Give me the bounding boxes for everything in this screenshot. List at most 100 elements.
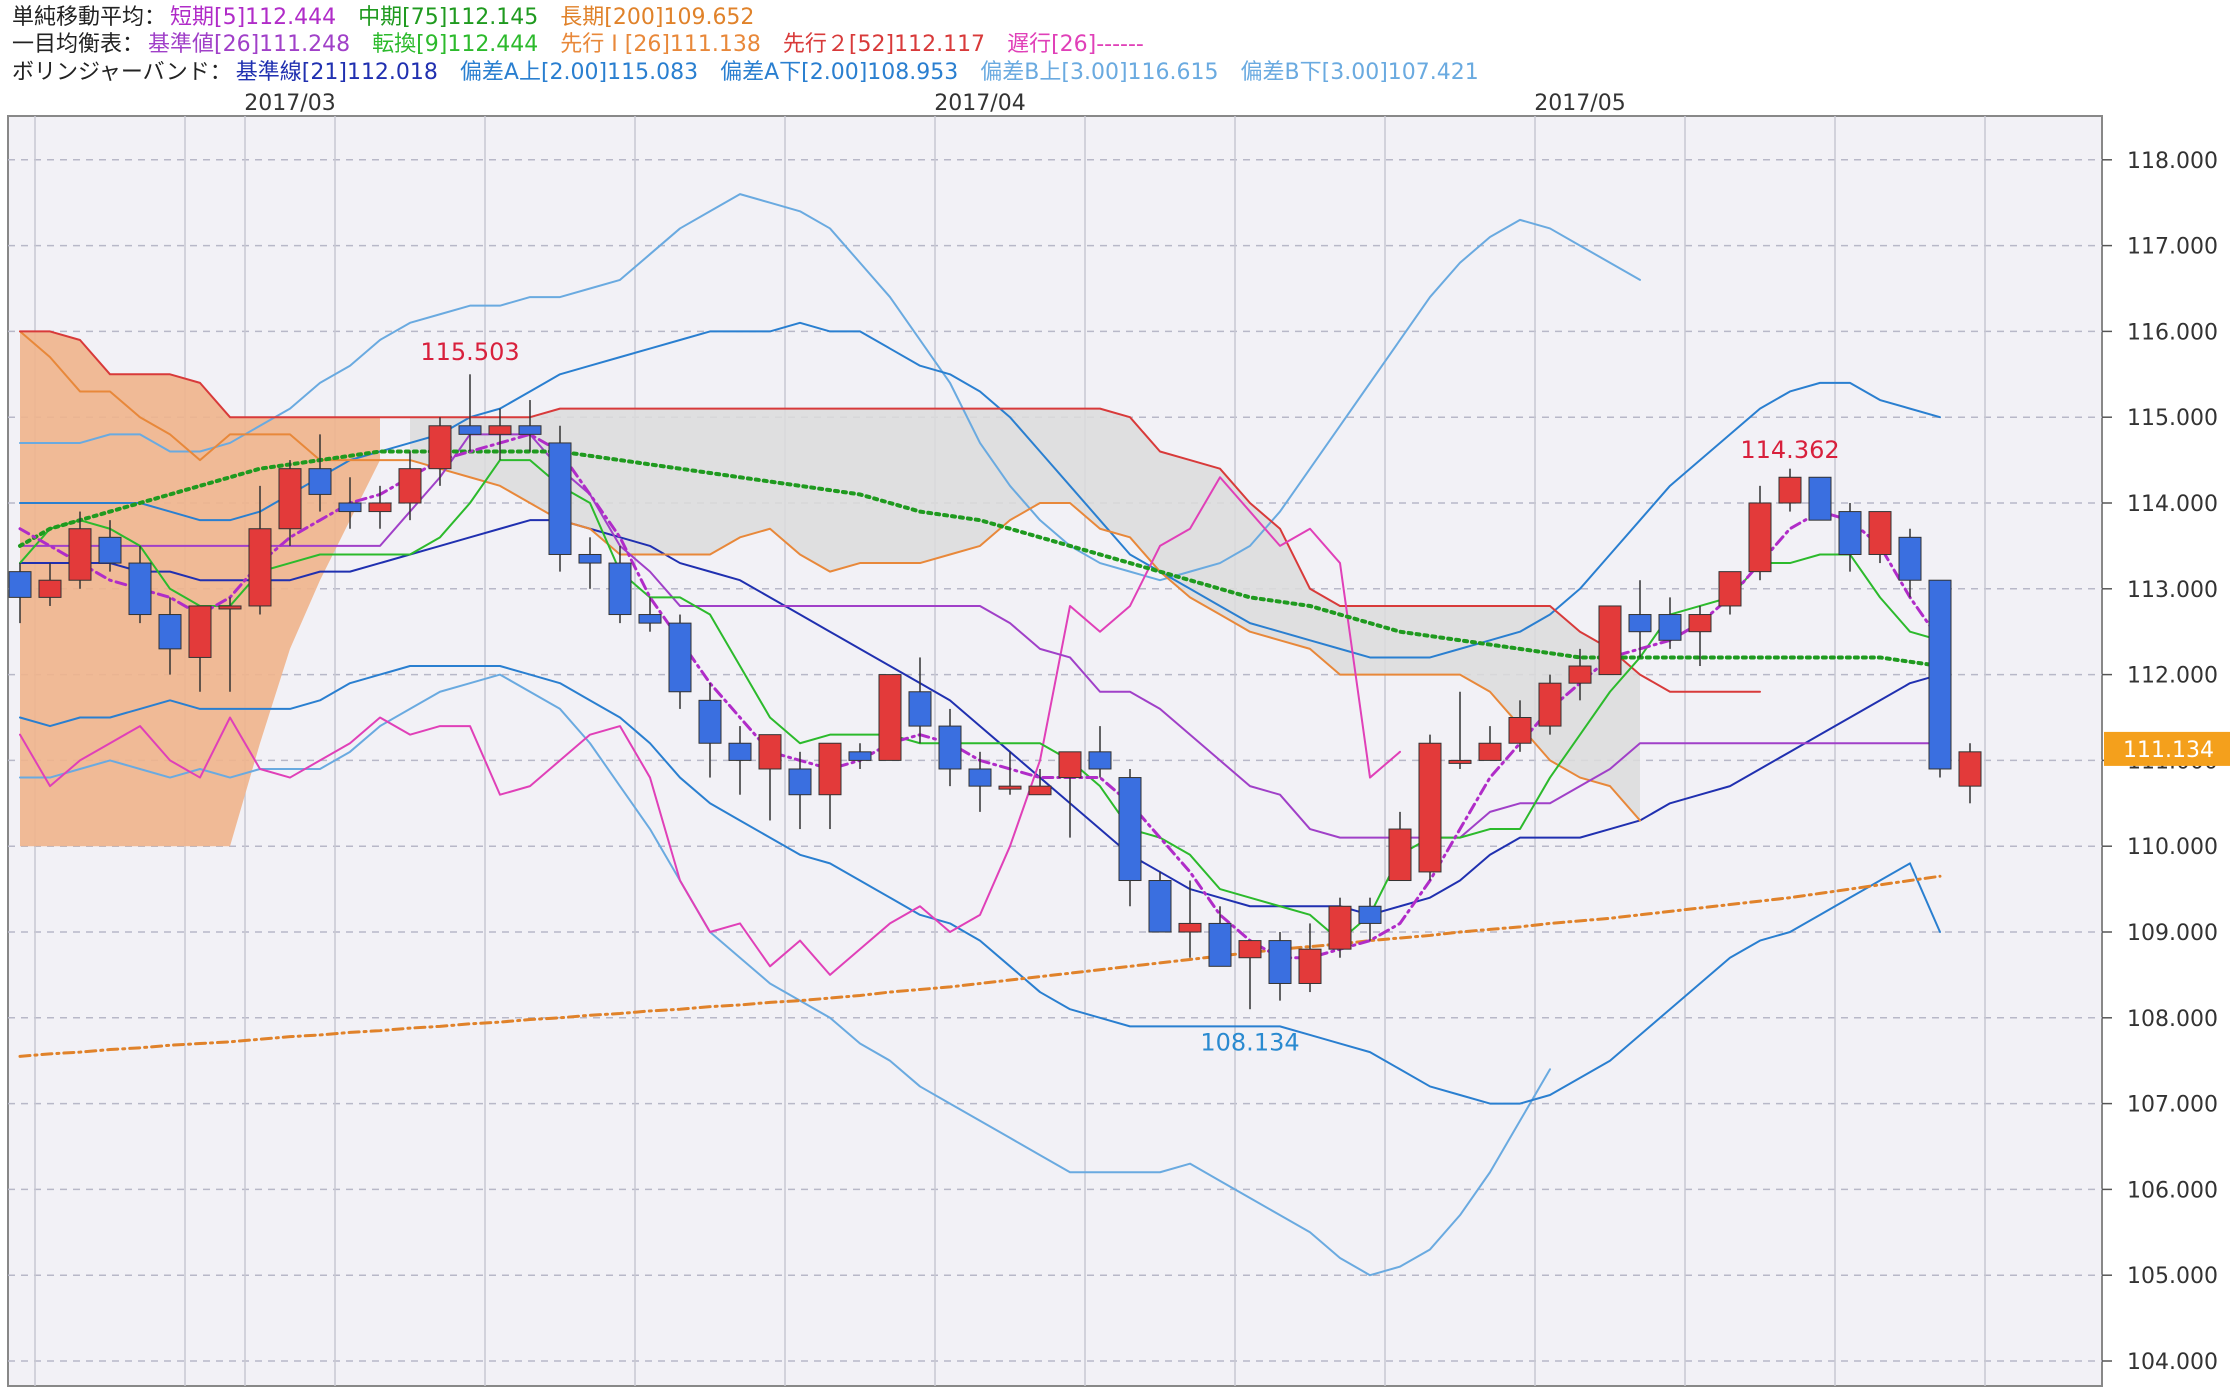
date-label: 2017/04 [934,91,1025,116]
candle-body [998,785,1022,790]
price-marker-label: 114.362 [1740,436,1839,464]
candle-body [1838,511,1862,555]
ytick-label: 105.000 [2127,1264,2218,1289]
date-axis: 2017/03 2017/04 2017/05 [244,91,1625,116]
ytick-label: 114.000 [2127,492,2218,517]
legend-row-label: 一目均衡表： [12,32,144,57]
line-bb_3_low [19,673,1551,1277]
legend-item: 基準値[26]111.248 [148,32,350,57]
line-senkou1 [19,330,1641,822]
candle-body [638,614,662,624]
candle-body [818,742,842,796]
candle-body [1538,682,1562,727]
price-marker-label: 115.503 [420,338,519,366]
last-price-box [2104,731,2230,766]
candle-body [1268,940,1292,984]
ytick-label: 116.000 [2127,320,2218,345]
candle-body [518,425,542,435]
candle-body [8,571,32,598]
candle-body [1448,759,1472,764]
line-senkou2 [19,330,1761,693]
candle-body [248,528,272,607]
candle-body [128,562,152,616]
candle-body [308,468,332,495]
ytick-label: 113.000 [2127,578,2218,603]
candle-body [278,468,302,530]
candle-body [1298,948,1322,984]
last-price-badge: 111.134 [2104,731,2230,766]
candle-body [578,553,602,564]
candle-body [1418,742,1442,873]
legend-row: 単純移動平均： 短期[5]112.444 中期[75]112.145 長期[200]1… [12,5,754,30]
candle-body [1358,905,1382,924]
candle-body [728,742,752,761]
legend-item: 偏差B上[3.00]116.615 [980,60,1218,85]
candle-body [1118,777,1142,882]
candle-body [1028,785,1052,796]
candle-body [428,425,452,470]
candle-body [98,536,122,564]
ytick-label: 115.000 [2127,406,2218,431]
price-marker-label: 108.134 [1200,1028,1299,1056]
candle-body [1208,922,1232,967]
legend-item: 遅行[26]------ [1007,32,1144,57]
candle-body [398,468,422,504]
candle-body [1148,880,1172,933]
line-sma_mid [18,449,1942,669]
candle-body [788,768,812,796]
candle-body [38,579,62,598]
candle-body [548,442,572,555]
candle-body [1928,579,1952,770]
candle-body [1508,717,1532,744]
legend-item: 中期[75]112.145 [358,5,538,30]
candle-body [1778,476,1802,504]
candle-body [938,725,962,770]
date-label: 2017/05 [1534,91,1625,116]
line-tenkan [19,459,1941,942]
candle-body [608,562,632,616]
candle-body [1328,905,1352,950]
legend-item: 長期[200]109.652 [560,5,754,30]
candle-body [1658,614,1682,641]
legend-item: 偏差B下[3.00]107.421 [1241,60,1479,85]
legend-item: 短期[5]112.444 [170,5,336,30]
legend-item: 偏差A下[2.00]108.953 [720,60,958,85]
candle-body [1958,751,1982,787]
candle-body [1598,605,1622,676]
line-bb_3_up [19,193,1641,582]
candle-body [1898,536,1922,581]
candle-body [1718,571,1742,607]
ytick-label: 107.000 [2127,1093,2218,1118]
candle-body [848,751,872,761]
candle-body [1388,828,1412,882]
legend-item: 偏差A上[2.00]115.083 [460,60,698,85]
candlesticks [8,374,1982,1010]
line-sma_long [18,874,1942,1058]
candle-body [158,614,182,650]
candle-body [488,425,512,435]
ytick-label: 106.000 [2127,1178,2218,1203]
candle-body [1748,502,1772,573]
legend-item: 先行２[52]112.117 [783,32,985,57]
ytick-label: 104.000 [2127,1350,2218,1375]
legend-item: 転換[9]112.444 [372,32,538,57]
candle-body [218,605,242,610]
line-bb_2_up [19,321,1941,659]
candle-body [188,605,212,658]
candle-body [1628,614,1652,633]
ytick-label: 112.000 [2127,664,2218,689]
candle-body [1568,665,1592,684]
candle-body [758,734,782,770]
candle-body [1238,940,1262,959]
ytick-label: 108.000 [2127,1007,2218,1032]
candle-body [878,674,902,761]
line-bb_base [19,519,1941,916]
candle-body [698,699,722,744]
legend-row: 一目均衡表： 基準値[26]111.248 転換[9]112.444 先行 I [26… [12,32,1144,57]
ytick-label: 109.000 [2127,921,2218,946]
cloud-bear [410,408,1640,821]
ytick-label: 118.000 [2127,149,2218,174]
ytick-label: 110.000 [2127,835,2218,860]
candle-body [1808,476,1832,521]
candle-body [338,502,362,513]
